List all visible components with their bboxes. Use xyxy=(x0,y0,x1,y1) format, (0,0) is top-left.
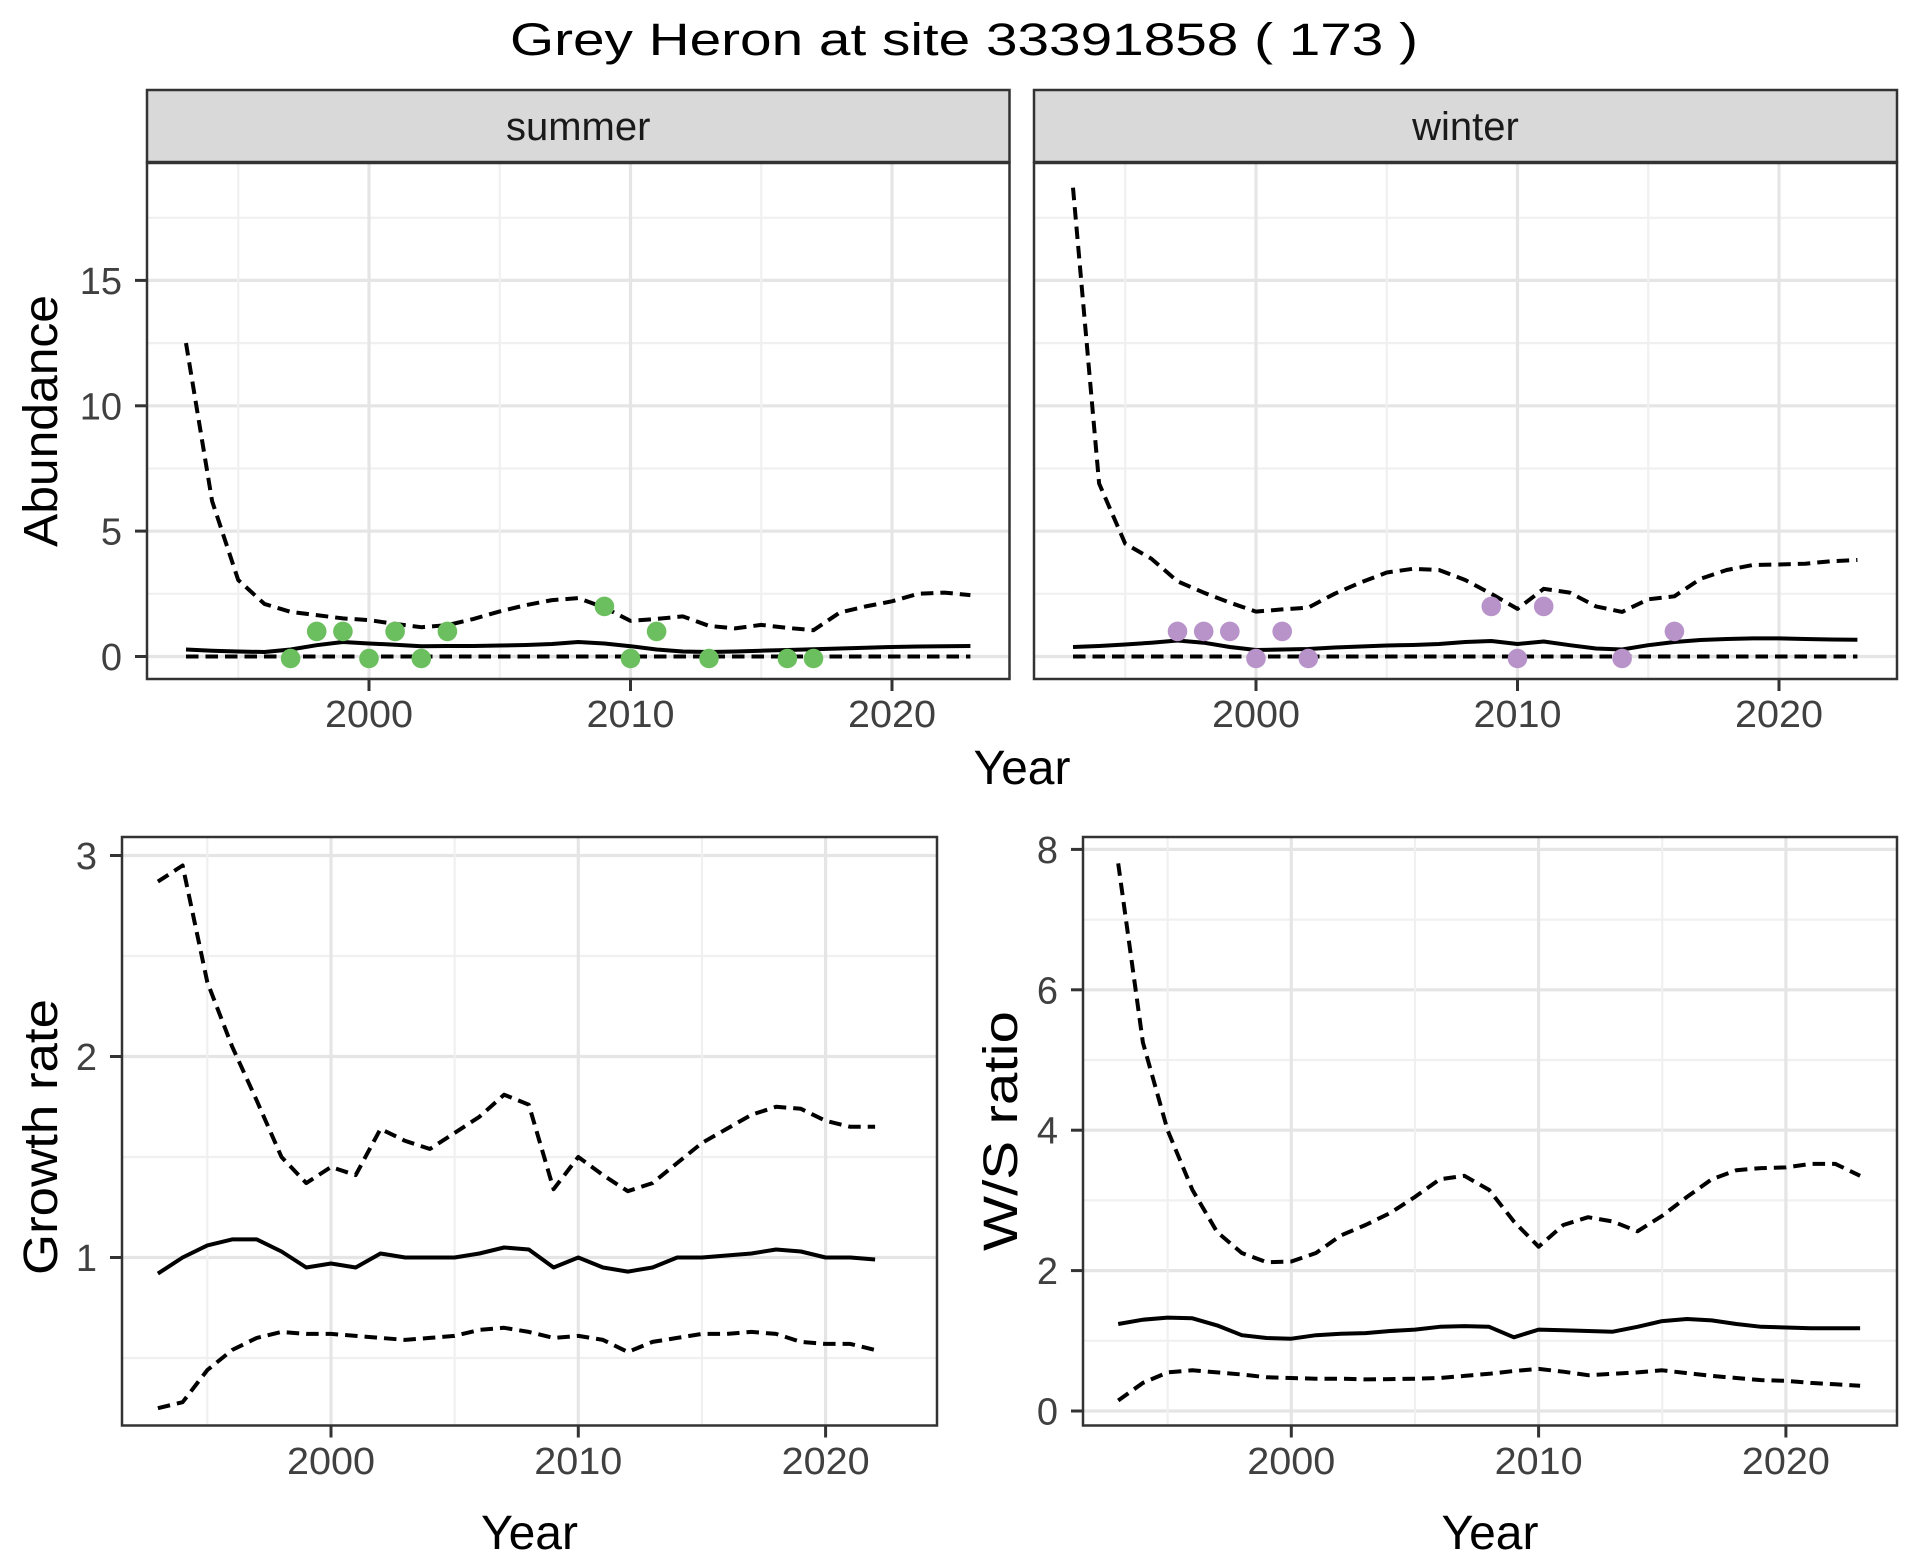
svg-text:10: 10 xyxy=(80,386,122,428)
svg-text:2020: 2020 xyxy=(848,694,936,736)
svg-text:15: 15 xyxy=(80,261,122,303)
svg-text:Year: Year xyxy=(1442,1507,1539,1560)
svg-text:2010: 2010 xyxy=(1474,694,1562,736)
svg-text:W/S ratio: W/S ratio xyxy=(975,1011,1028,1251)
svg-text:0: 0 xyxy=(101,637,122,679)
svg-text:summer: summer xyxy=(506,105,650,149)
svg-text:2020: 2020 xyxy=(782,1441,870,1483)
svg-text:Year: Year xyxy=(974,742,1071,795)
svg-text:Abundance: Abundance xyxy=(15,295,68,547)
svg-text:2020: 2020 xyxy=(1742,1441,1830,1483)
svg-text:3: 3 xyxy=(76,836,97,878)
svg-text:2010: 2010 xyxy=(534,1441,622,1483)
svg-text:2: 2 xyxy=(76,1037,97,1079)
svg-text:2000: 2000 xyxy=(1212,694,1300,736)
svg-text:5: 5 xyxy=(101,512,122,554)
svg-text:Grey Heron at site 33391858 (: Grey Heron at site 33391858 ( 173 ) xyxy=(510,14,1418,65)
svg-text:2000: 2000 xyxy=(1247,1441,1335,1483)
svg-text:Growth rate: Growth rate xyxy=(15,999,68,1275)
svg-text:0: 0 xyxy=(1037,1392,1058,1434)
svg-text:2000: 2000 xyxy=(325,694,413,736)
svg-text:2000: 2000 xyxy=(287,1441,375,1483)
svg-text:2010: 2010 xyxy=(587,694,675,736)
svg-text:2: 2 xyxy=(1037,1251,1058,1293)
svg-text:8: 8 xyxy=(1037,830,1058,872)
svg-text:winter: winter xyxy=(1411,105,1519,149)
svg-text:1: 1 xyxy=(76,1238,97,1280)
svg-text:2010: 2010 xyxy=(1495,1441,1583,1483)
svg-text:4: 4 xyxy=(1037,1111,1058,1153)
svg-text:2020: 2020 xyxy=(1735,694,1823,736)
svg-text:6: 6 xyxy=(1037,970,1058,1012)
svg-text:Year: Year xyxy=(481,1507,578,1560)
